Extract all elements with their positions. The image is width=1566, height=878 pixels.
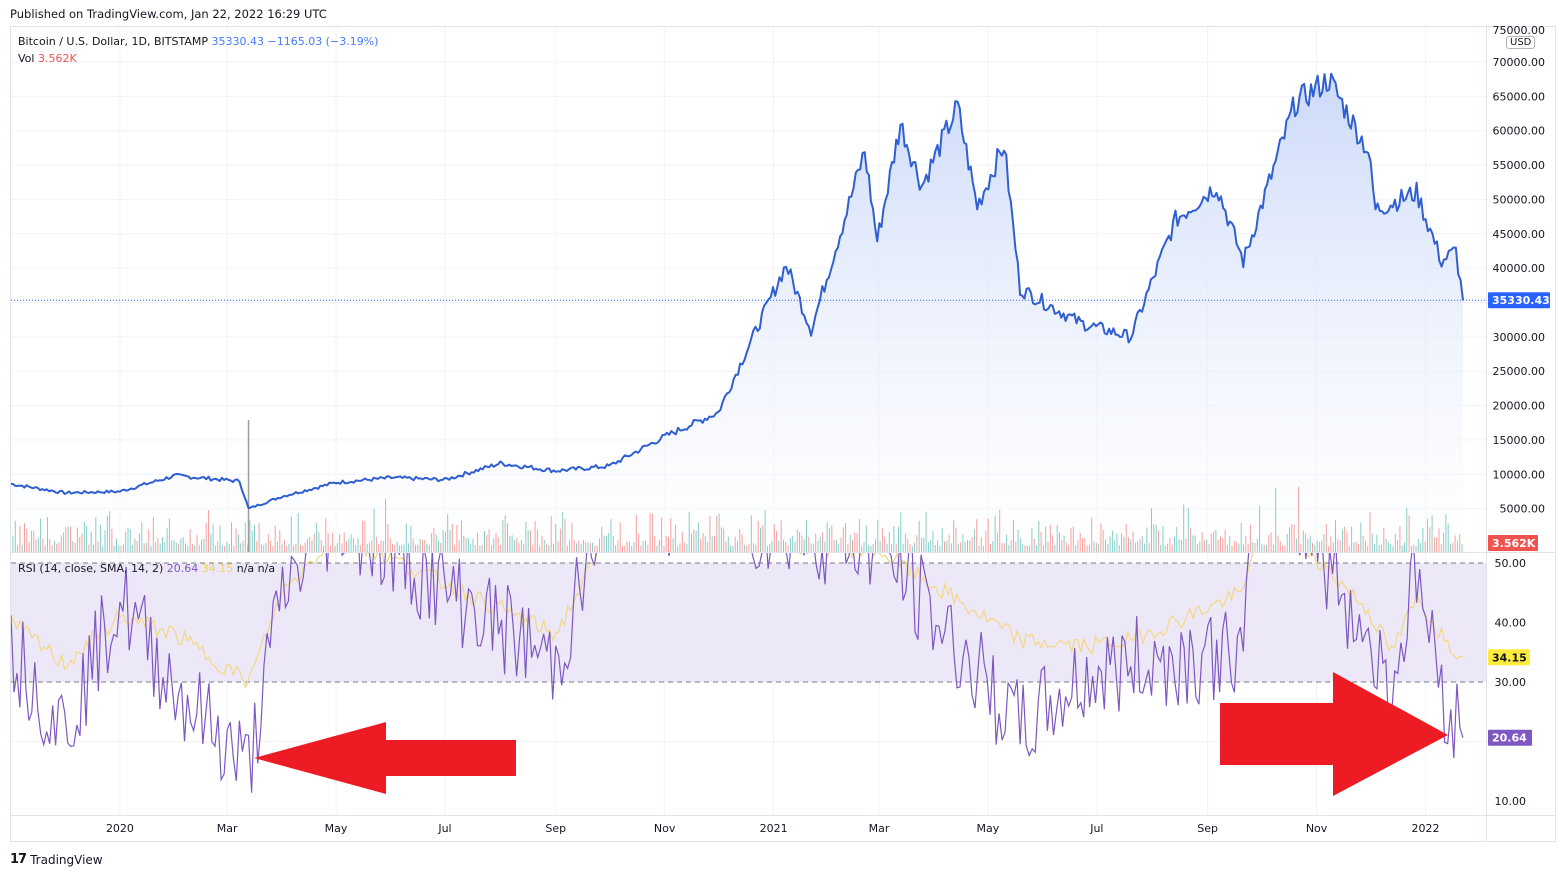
rsi-sma-line: [11, 553, 1464, 690]
price-tick: 55000.00: [1493, 159, 1546, 172]
svg-text:34.15: 34.15: [1492, 651, 1527, 664]
time-tick: May: [325, 822, 348, 835]
footer: 17 TradingView: [10, 852, 103, 867]
last-price-badge: [1488, 292, 1550, 309]
published-caption: Published on TradingView.com, Jan 22, 20…: [10, 7, 327, 21]
price-tick: 15000.00: [1493, 434, 1546, 447]
rsi-value: 20.64: [166, 562, 199, 575]
volume-badge: [1488, 535, 1538, 551]
price-tick: 5000.00: [1500, 503, 1546, 516]
rsi-tick: 10.00: [1495, 795, 1527, 808]
chart-frame: [10, 26, 1556, 842]
time-tick: May: [977, 822, 1000, 835]
last-price: 35330.43: [211, 35, 264, 48]
svg-text:35330.43: 35330.43: [1492, 294, 1550, 307]
rsi-badge: [1488, 729, 1532, 746]
price-tick: 40000.00: [1493, 262, 1546, 275]
time-tick: 2020: [106, 822, 134, 835]
price-tick: 70000.00: [1493, 56, 1546, 69]
price-area-fill: [11, 73, 1463, 552]
time-tick: Nov: [1306, 822, 1328, 835]
legend-volume-row: Vol 3.562K: [18, 52, 77, 65]
rsi-tick: 40.00: [1495, 617, 1527, 630]
time-tick: Mar: [217, 822, 238, 835]
svg-text:20.64: 20.64: [1492, 732, 1527, 745]
legend-symbol-row: Bitcoin / U.S. Dollar, 1D, BITSTAMP 3533…: [18, 35, 378, 48]
rsi-tick: 50.00: [1495, 557, 1527, 570]
rsi-line: [11, 553, 1464, 793]
time-tick: 2022: [1411, 822, 1439, 835]
rsi-sma-badge: [1488, 649, 1530, 666]
rsi-na-2: n/a: [257, 562, 276, 575]
time-tick: Sep: [545, 822, 566, 835]
svg-text:75000.00: 75000.00: [1493, 24, 1546, 37]
price-tick: 25000.00: [1493, 365, 1546, 378]
rsi-band: [11, 563, 1486, 682]
time-tick: Jul: [1089, 822, 1103, 835]
tradingview-logo-icon: 17: [10, 852, 27, 867]
currency-button[interactable]: USD: [1506, 36, 1536, 49]
symbol-title[interactable]: Bitcoin / U.S. Dollar, 1D, BITSTAMP: [18, 35, 208, 48]
price-tick: 60000.00: [1493, 125, 1546, 138]
price-tick: 30000.00: [1493, 331, 1546, 344]
time-tick: 2021: [760, 822, 788, 835]
price-tick: 10000.00: [1493, 468, 1546, 481]
price-tick: 20000.00: [1493, 400, 1546, 413]
price-line: [10, 72, 1464, 510]
price-tick: 65000.00: [1493, 90, 1546, 103]
brand-name[interactable]: TradingView: [30, 852, 103, 867]
legend-rsi-row: RSI (14, close, SMA, 14, 2) 20.64 34.15 …: [18, 562, 275, 575]
left-arrow-icon: [254, 722, 516, 794]
right-arrow-icon: [1220, 672, 1448, 796]
time-tick: Jul: [437, 822, 451, 835]
volume-label[interactable]: Vol: [18, 52, 35, 65]
time-tick: Nov: [654, 822, 676, 835]
price-tick: 50000.00: [1493, 193, 1546, 206]
volume-value: 3.562K: [37, 52, 77, 65]
price-tick: 45000.00: [1493, 228, 1546, 241]
time-tick: Sep: [1197, 822, 1218, 835]
rsi-sma-value: 34.15: [201, 562, 234, 575]
svg-text:3.562K: 3.562K: [1492, 537, 1536, 550]
rsi-label[interactable]: RSI (14, close, SMA, 14, 2): [18, 562, 164, 575]
time-tick: Mar: [869, 822, 890, 835]
price-change: −1165.03 (−3.19%): [267, 35, 379, 48]
rsi-tick: 30.00: [1495, 676, 1527, 689]
rsi-na-1: n/a: [236, 562, 255, 575]
